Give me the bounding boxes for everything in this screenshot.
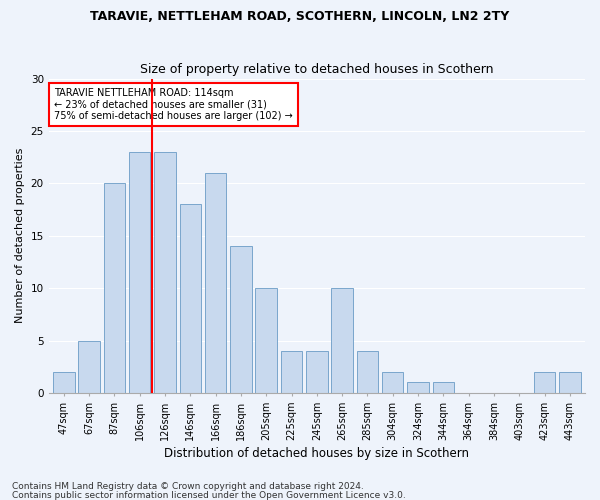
Bar [230,246,251,393]
Text: Contains HM Land Registry data © Crown copyright and database right 2024.: Contains HM Land Registry data © Crown c… [12,482,364,491]
Bar [407,382,429,393]
X-axis label: Distribution of detached houses by size in Scothern: Distribution of detached houses by size … [164,447,469,460]
Bar [154,152,176,393]
Bar [256,288,277,393]
Bar [205,173,226,393]
Title: Size of property relative to detached houses in Scothern: Size of property relative to detached ho… [140,63,494,76]
Bar [356,351,378,393]
Bar [53,372,74,393]
Text: TARAVIE, NETTLEHAM ROAD, SCOTHERN, LINCOLN, LN2 2TY: TARAVIE, NETTLEHAM ROAD, SCOTHERN, LINCO… [91,10,509,23]
Bar [331,288,353,393]
Bar [382,372,403,393]
Text: Contains public sector information licensed under the Open Government Licence v3: Contains public sector information licen… [12,490,406,500]
Bar [534,372,555,393]
Bar [281,351,302,393]
Bar [559,372,581,393]
Bar [129,152,151,393]
Bar [433,382,454,393]
Bar [179,204,201,393]
Y-axis label: Number of detached properties: Number of detached properties [15,148,25,324]
Bar [306,351,328,393]
Bar [79,340,100,393]
Text: TARAVIE NETTLEHAM ROAD: 114sqm
← 23% of detached houses are smaller (31)
75% of : TARAVIE NETTLEHAM ROAD: 114sqm ← 23% of … [54,88,293,121]
Bar [104,184,125,393]
